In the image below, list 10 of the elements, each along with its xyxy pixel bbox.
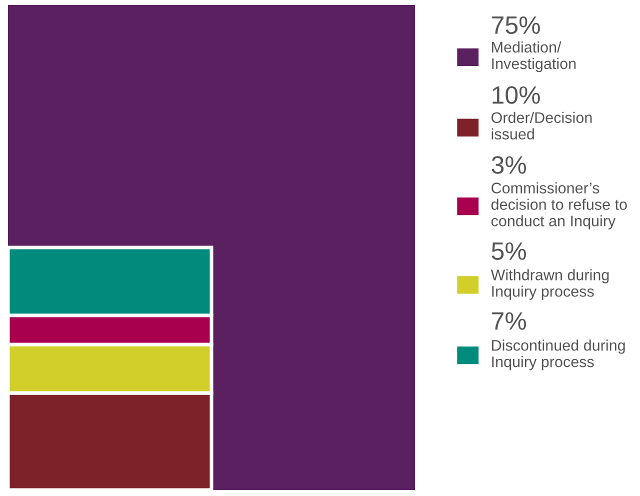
category-label: Commissioner’s decision to refuse to conduct an Inquiry <box>491 182 627 230</box>
category-label: Mediation/ Investigation <box>492 41 576 72</box>
data-label: 10% <box>492 86 540 104</box>
category-label: Discontinued during Inquiry process <box>492 340 625 370</box>
data-label: 7% <box>492 312 526 330</box>
category-label: Withdrawn during Inquiry process <box>490 269 609 300</box>
category-label: Order/Decision issued <box>492 112 592 140</box>
data-label: 5% <box>492 242 526 260</box>
data-label: 75% <box>492 16 540 34</box>
data-label: 3% <box>492 156 526 174</box>
